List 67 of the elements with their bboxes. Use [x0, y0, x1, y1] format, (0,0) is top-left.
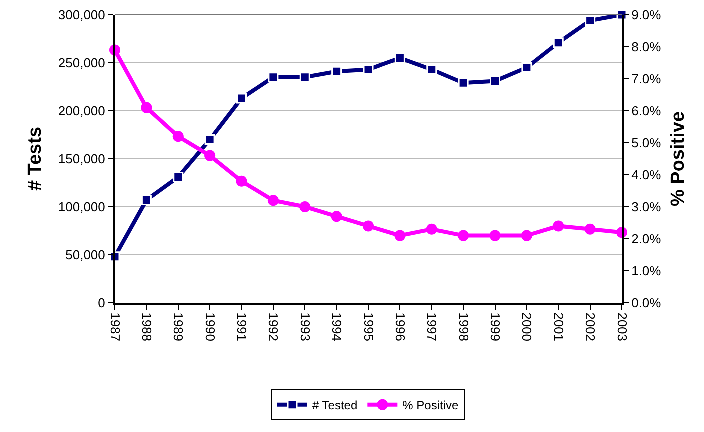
point — [268, 72, 279, 83]
point — [553, 38, 564, 48]
x-tick-label: 1988 — [139, 312, 154, 342]
y2-tick-label: 9.0% — [632, 8, 662, 23]
point — [458, 230, 470, 242]
point — [141, 102, 152, 114]
y2-tick-label: 2.0% — [632, 232, 662, 247]
point — [584, 224, 596, 235]
point — [268, 195, 279, 206]
point — [204, 134, 216, 146]
y-tick-label: 150,000 — [58, 152, 106, 167]
x-tick-label: 1998 — [456, 312, 472, 342]
x-tick-label: 1997 — [424, 312, 440, 342]
point — [363, 64, 374, 75]
point — [141, 195, 152, 206]
y2-tick-label: 5.0% — [632, 136, 662, 151]
point — [300, 72, 310, 83]
x-tick-label: 2000 — [520, 312, 535, 342]
point — [331, 211, 342, 222]
point — [332, 66, 342, 77]
point — [426, 64, 438, 75]
point — [394, 230, 406, 242]
x-tick-label: 1987 — [108, 312, 123, 342]
point — [490, 76, 500, 86]
point — [204, 150, 216, 162]
y2-axis-title: % Positive — [668, 111, 689, 207]
point — [458, 78, 469, 88]
point — [426, 224, 438, 235]
y-tick-label: 0 — [98, 296, 106, 311]
x-tick-label: 2002 — [583, 312, 598, 342]
point — [490, 230, 501, 242]
x-tick-label: 1999 — [488, 312, 504, 342]
x-tick-label: 1991 — [234, 312, 250, 342]
y-tick-label: 200,000 — [58, 104, 106, 119]
x-tick-label: 1989 — [171, 312, 186, 342]
x-tick-label: 1995 — [361, 312, 376, 342]
y2-tick-label: 7.0% — [632, 72, 662, 87]
point — [236, 93, 247, 104]
x-tick-label: 1992 — [266, 312, 282, 342]
x-tick-label: 1994 — [330, 312, 345, 342]
legend-label: % Positive — [402, 398, 460, 413]
point — [300, 202, 311, 212]
point — [172, 131, 184, 142]
point — [521, 230, 532, 242]
point — [173, 172, 184, 182]
point — [236, 176, 248, 187]
y2-tick-label: 4.0% — [632, 168, 662, 183]
y2-tick-label: 0.0% — [632, 296, 662, 311]
y2-tick-label: 6.0% — [632, 104, 662, 119]
x-tick-label: 1990 — [202, 312, 218, 342]
x-tick-label: 1993 — [298, 312, 313, 342]
y-tick-label: 250,000 — [58, 56, 106, 71]
point — [553, 220, 564, 232]
point — [522, 62, 532, 74]
legend-label: # Tested — [312, 398, 358, 413]
y2-tick-label: 8.0% — [632, 40, 662, 55]
point — [585, 16, 596, 26]
x-tick-label: 2001 — [551, 312, 566, 342]
y2-tick-label: 1.0% — [632, 264, 662, 279]
point — [363, 220, 374, 232]
x-tick-label: 1996 — [392, 312, 408, 342]
y-axis-title: # Tests — [24, 126, 46, 192]
y-tick-label: 100,000 — [58, 200, 106, 215]
x-tick-label: 2003 — [614, 312, 630, 342]
y2-tick-label: 3.0% — [632, 200, 662, 215]
y-tick-label: 50,000 — [66, 248, 106, 263]
y-tick-label: 300,000 — [58, 8, 106, 23]
